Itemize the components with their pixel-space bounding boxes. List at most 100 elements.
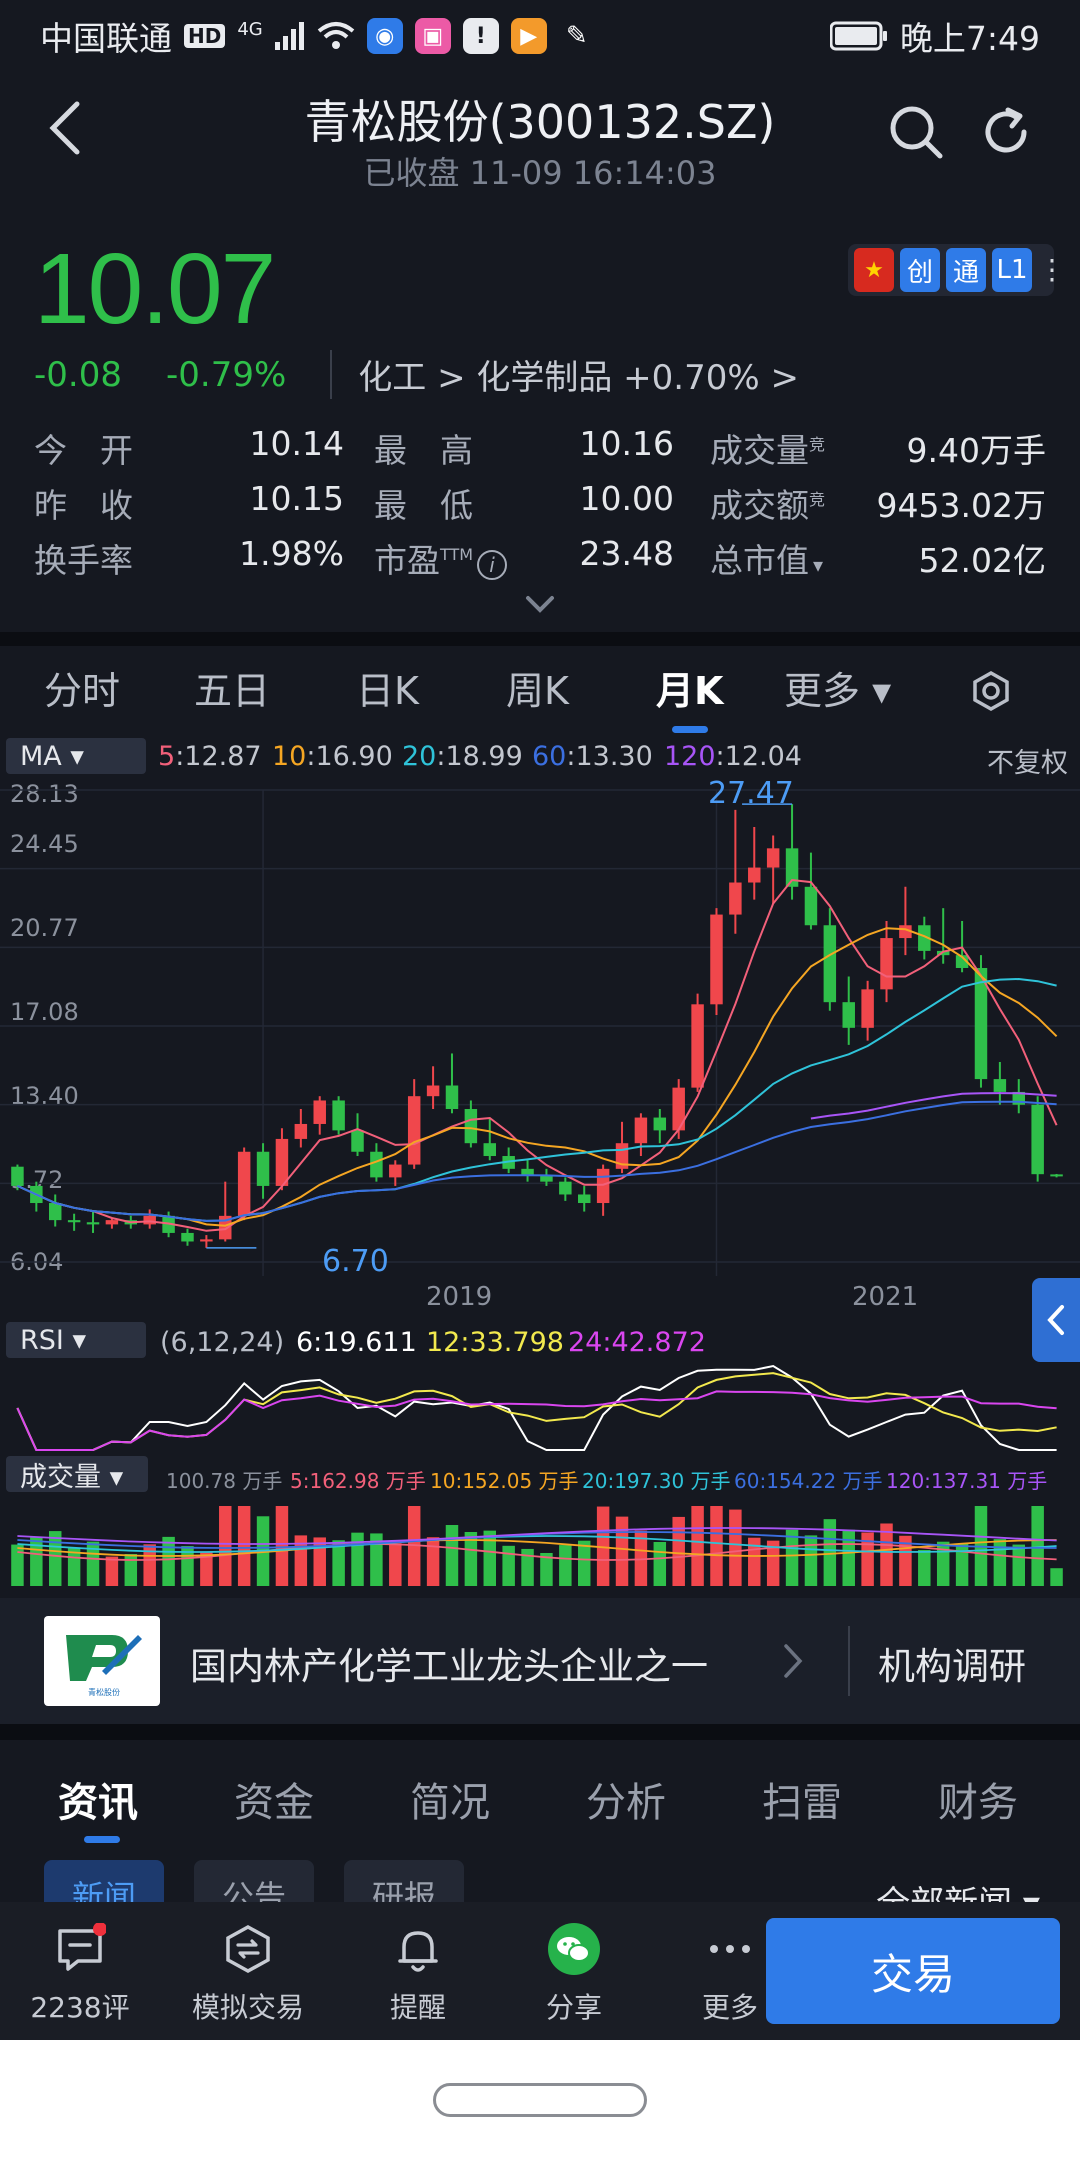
volume-bar — [219, 1506, 232, 1586]
alert-button[interactable]: 提醒 — [338, 1920, 498, 2026]
candle — [936, 908, 950, 964]
candle — [993, 1062, 1007, 1105]
chevron-left-icon — [49, 101, 80, 155]
kline-chart[interactable] — [0, 776, 1080, 1276]
tab-analysis[interactable]: 分析 — [586, 1780, 666, 1826]
volume-bar — [200, 1551, 213, 1586]
ma20-legend: 20:18.99 — [402, 741, 523, 772]
tab-capital[interactable]: 资金 — [234, 1780, 314, 1826]
price-change: -0.08 — [34, 354, 122, 395]
refresh-button[interactable] — [976, 102, 1036, 162]
volume-bar — [521, 1548, 534, 1586]
tab-intraday[interactable]: 分时 — [44, 669, 121, 713]
rsi-selector[interactable]: RSI ▾ — [6, 1322, 146, 1358]
wechat-icon — [548, 1923, 600, 1975]
volume-bar — [332, 1540, 345, 1586]
home-gesture-bar[interactable] — [433, 2083, 647, 2117]
rsi-chart[interactable] — [0, 1362, 1080, 1454]
candle — [842, 976, 855, 1045]
tab-daily-k[interactable]: 日K — [356, 669, 419, 713]
volume-bar — [804, 1535, 818, 1586]
rsi24-value: 24:42.872 — [568, 1327, 706, 1358]
candle — [823, 908, 837, 1011]
candle — [634, 1113, 648, 1157]
candle — [237, 1147, 251, 1221]
stat-value: 1.98% — [239, 534, 344, 573]
candle — [483, 1117, 497, 1161]
volume-bar — [559, 1545, 572, 1586]
adjust-toggle[interactable]: 不复权 — [987, 748, 1068, 779]
more-icon — [710, 1945, 750, 1953]
market-badges[interactable]: ★ 创 通 L1 ⋮ — [848, 244, 1066, 296]
stat-label: 成交量竞 — [710, 431, 826, 470]
more-label: 更多 — [701, 1991, 758, 2024]
volume-bar — [596, 1506, 610, 1586]
signal-icon — [274, 22, 304, 50]
volume-bar — [615, 1516, 629, 1586]
tab-weekly-k[interactable]: 周K — [506, 669, 569, 713]
candle — [653, 1109, 667, 1144]
wifi-icon — [317, 22, 355, 49]
ma60-legend: 60:13.30 — [532, 741, 653, 772]
expand-side-panel-button[interactable] — [1032, 1278, 1080, 1362]
rsi-legend: RSI ▾ (6,12,24) 6:19.611 12:33.798 24:42… — [0, 1322, 1080, 1362]
volume-ma-line — [17, 1543, 1057, 1561]
expand-chevron-icon[interactable] — [522, 592, 558, 616]
settings-hexagon-icon[interactable] — [970, 670, 1012, 712]
stat-label: 换手率 — [34, 541, 133, 580]
tab-monthly-k[interactable]: 月K — [656, 669, 724, 713]
volume-ma-line — [17, 1535, 1057, 1553]
last-price: 10.07 — [34, 233, 276, 345]
share-label: 分享 — [545, 1991, 602, 2024]
candle — [785, 804, 799, 900]
volume-bar — [955, 1543, 969, 1586]
candle — [691, 993, 704, 1092]
company-promo-bar[interactable]: 青松股份 国内林产化学工业龙头企业之一 机构调研 — [0, 1598, 1080, 1724]
share-button[interactable]: 分享 — [494, 1920, 654, 2026]
volume-bar — [861, 1532, 874, 1586]
x-tick-label: 2019 — [426, 1282, 493, 1312]
tab-risk-scan[interactable]: 扫雷 — [762, 1780, 842, 1826]
simulated-trade-icon — [226, 1925, 270, 1973]
tab-financials[interactable]: 财务 — [938, 1780, 1018, 1826]
institution-research-link[interactable]: 机构调研 — [878, 1645, 1026, 1688]
promo-divider — [848, 1626, 850, 1696]
stat-label[interactable]: 总市值 ▾ — [710, 541, 824, 580]
search-button[interactable] — [886, 102, 946, 162]
candle — [313, 1096, 326, 1135]
tab-more[interactable]: 更多 ▾ — [784, 669, 892, 713]
candle — [464, 1100, 478, 1148]
status-bar-right: 晚上7:49 — [829, 12, 1040, 60]
stat-label: 昨 收 — [34, 486, 133, 525]
simulated-trade-button[interactable]: 模拟交易 — [168, 1920, 328, 2026]
status-bar-left: 中国联通 HD 4G ◉ ▣ ! ▶ ✎ — [40, 12, 595, 60]
candle — [729, 809, 742, 934]
info-tabs: 资讯 资金 简况 分析 扫雷 财务 — [0, 1740, 1080, 1860]
more-button[interactable]: 更多 — [650, 1920, 810, 2026]
stat-label: 最 高 — [374, 431, 473, 470]
candle — [748, 826, 761, 900]
comments-button[interactable]: 2238评 — [0, 1920, 160, 2026]
candle — [48, 1194, 62, 1227]
bell-icon — [398, 1931, 438, 1972]
candle — [880, 920, 893, 1003]
candle — [804, 852, 818, 930]
volume-ma-line — [17, 1539, 1057, 1557]
sector-link[interactable]: 化工 > 化学制品 +0.70% > — [330, 350, 799, 399]
ma-selector[interactable]: MA ▾ — [6, 738, 146, 774]
volume-bar — [313, 1537, 326, 1586]
trade-button[interactable]: 交易 — [766, 1918, 1060, 2024]
volume-chart[interactable] — [0, 1500, 1080, 1586]
volume-selector[interactable]: 成交量 ▾ — [6, 1456, 148, 1493]
stat-label[interactable]: 市盈TTM i — [374, 534, 508, 582]
tab-profile[interactable]: 简况 — [410, 1780, 490, 1826]
x-tick-label: 2021 — [852, 1282, 919, 1312]
back-button[interactable] — [34, 98, 94, 158]
tab-five-day[interactable]: 五日 — [194, 669, 271, 713]
refresh-icon — [985, 107, 1027, 153]
clock: 晚上7:49 — [899, 19, 1040, 58]
tab-news[interactable]: 资讯 — [58, 1780, 138, 1826]
volume-bar — [464, 1532, 478, 1586]
volume-bar — [653, 1542, 667, 1586]
candle — [426, 1066, 440, 1110]
